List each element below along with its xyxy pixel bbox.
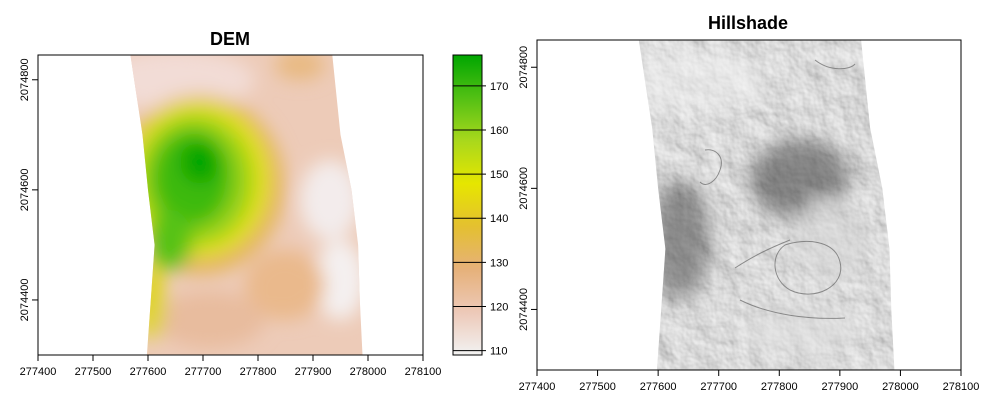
dem-south-green-tongue — [148, 210, 192, 270]
hillshade-terrace-lines — [699, 59, 856, 319]
dem-raster — [130, 55, 363, 355]
y-tick-label: 2074600 — [518, 167, 530, 210]
y-tick-label: 2074800 — [19, 58, 31, 101]
hillshade-dark-east-slope — [750, 140, 850, 220]
x-tick-label: 278100 — [405, 366, 442, 378]
dem-panel: DEM 277400 277500 277600 277700 27 — [19, 29, 441, 378]
dem-northeast-tan — [275, 55, 325, 80]
x-tick-label: 277600 — [130, 366, 167, 378]
dem-south-low — [155, 292, 265, 348]
y-tick-label: 2074400 — [518, 288, 530, 331]
hillshade-light-north — [638, 50, 770, 110]
colorbar: 110 120 130 140 150 160 170 — [452, 54, 508, 358]
dem-x-axis: 277400 277500 277600 277700 277800 277900 2780… — [20, 355, 442, 378]
dem-title: DEM — [210, 29, 250, 49]
x-tick-label: 277700 — [185, 366, 222, 378]
dem-plot-frame — [37, 54, 424, 356]
colorbar-tick-label: 150 — [490, 169, 508, 181]
colorbar-gradient — [452, 54, 483, 356]
x-tick-label: 278000 — [350, 366, 387, 378]
x-tick-label: 277900 — [821, 381, 858, 393]
colorbar-tick-label: 140 — [490, 213, 508, 225]
x-tick-label: 277800 — [240, 366, 277, 378]
hillshade-light-terrace — [795, 200, 865, 280]
hillshade-y-axis: 2074400 2074600 2074800 — [518, 46, 537, 331]
dem-southeast-light — [315, 240, 363, 320]
hillshade-light-south — [740, 305, 860, 355]
x-tick-label: 277800 — [761, 381, 798, 393]
colorbar-tick-label: 130 — [490, 257, 508, 269]
x-tick-label: 277500 — [579, 381, 616, 393]
y-tick-label: 2074800 — [518, 46, 530, 89]
hillshade-plot-frame — [536, 39, 962, 371]
x-tick-label: 277400 — [20, 366, 57, 378]
x-tick-label: 277900 — [295, 366, 332, 378]
x-tick-label: 277500 — [75, 366, 112, 378]
x-tick-label: 277400 — [519, 381, 556, 393]
hillshade-title: Hillshade — [708, 13, 788, 33]
hillshade-dark-west-slope — [650, 180, 710, 300]
x-tick-label: 278000 — [882, 381, 919, 393]
x-tick-label: 277700 — [700, 381, 737, 393]
x-tick-label: 278100 — [943, 381, 980, 393]
dem-east-light — [300, 160, 360, 240]
x-tick-label: 277600 — [640, 381, 677, 393]
colorbar-ticks: 110 120 130 140 150 160 170 — [453, 81, 508, 358]
dem-summit-core — [180, 140, 220, 184]
colorbar-tick-label: 120 — [490, 301, 508, 313]
colorbar-tick-label: 170 — [490, 81, 508, 93]
hillshade-raster — [638, 40, 895, 370]
dem-south-tan — [245, 250, 325, 320]
dem-y-axis: 2074400 2074600 2074800 — [19, 58, 38, 321]
hillshade-x-axis: 277400 277500 277600 277700 277800 277900 2780… — [519, 370, 980, 393]
dem-southwest-yellow — [138, 260, 166, 340]
colorbar-tick-label: 110 — [490, 346, 508, 358]
hillshade-panel: Hillshade 277400 277500 277600 277700 277800… — [518, 13, 979, 393]
y-tick-label: 2074400 — [19, 279, 31, 322]
y-tick-label: 2074600 — [19, 168, 31, 211]
colorbar-tick-label: 160 — [490, 125, 508, 137]
